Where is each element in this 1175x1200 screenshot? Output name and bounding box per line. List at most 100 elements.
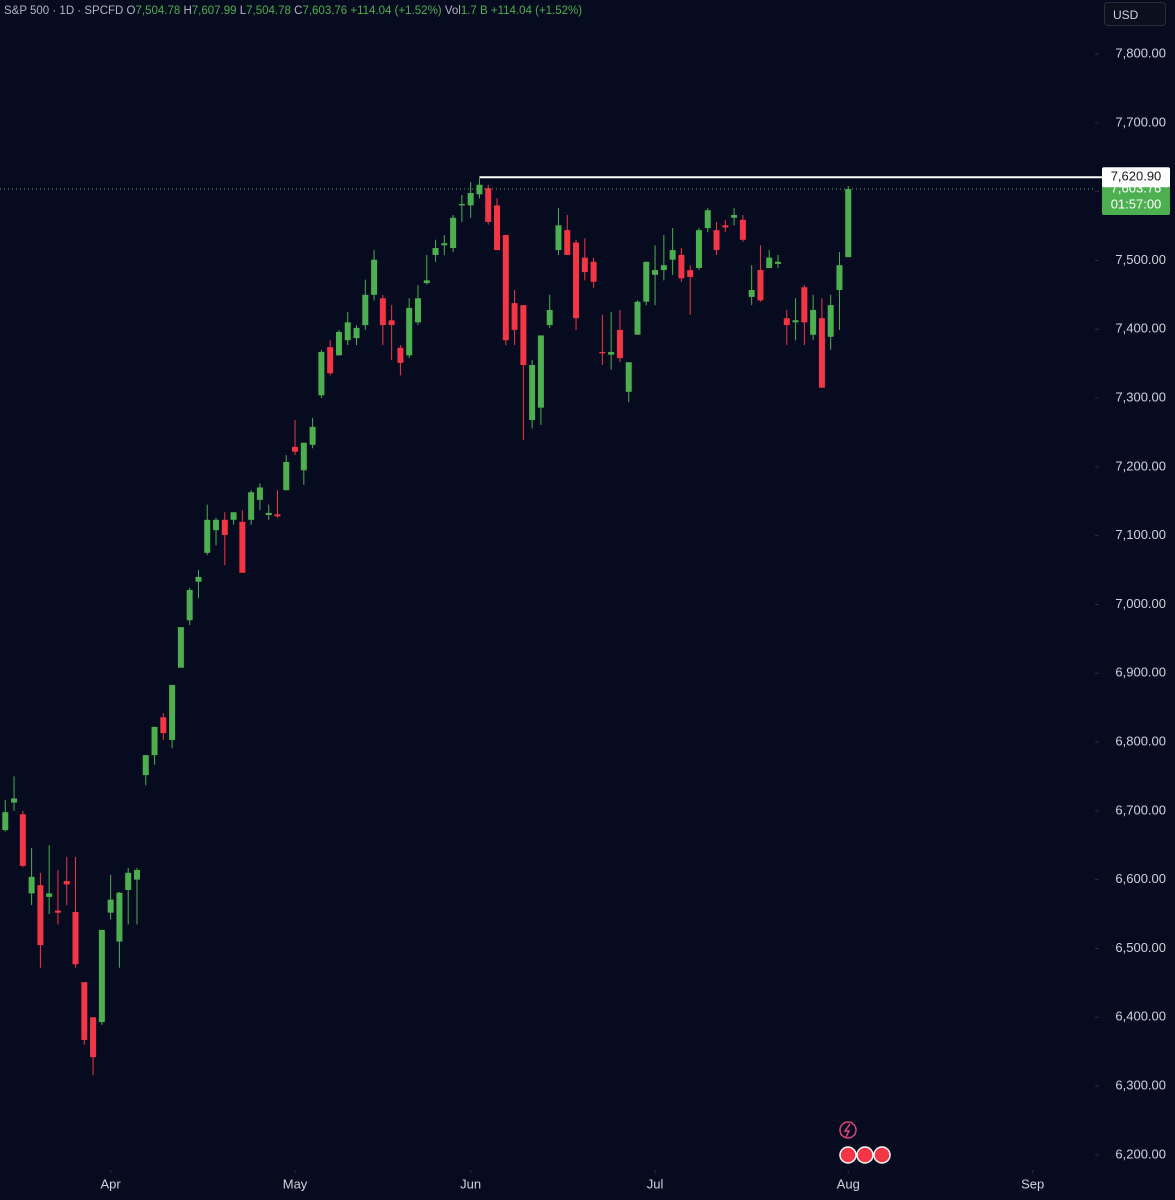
- level-label: 7,620.90: [1111, 169, 1162, 184]
- y-tick-label: 6,800.00: [1115, 733, 1166, 748]
- candle-body: [695, 230, 702, 268]
- candle-body: [239, 521, 246, 573]
- candle-body: [555, 225, 562, 251]
- candle-body: [318, 351, 325, 396]
- volume-key: Vol: [444, 5, 461, 17]
- candle-body: [520, 305, 527, 366]
- candle-body: [801, 287, 808, 323]
- candle-body: [186, 589, 193, 621]
- ohlc-key: O: [126, 5, 136, 17]
- x-tick-label: Apr: [101, 1176, 122, 1191]
- candle-body: [766, 257, 773, 268]
- candle-body: [810, 309, 817, 335]
- candle-body: [450, 217, 457, 249]
- ohlc-value: 7,504.78: [135, 5, 181, 17]
- candle-body: [362, 294, 369, 326]
- candle-body: [660, 265, 667, 271]
- candle-body: [46, 893, 53, 897]
- ohlc-value: 7,504.78: [246, 5, 291, 17]
- candle-body: [783, 318, 790, 326]
- candle-body: [256, 487, 263, 500]
- candle-body: [406, 307, 413, 356]
- candle-body: [274, 514, 281, 517]
- y-tick-label: 6,400.00: [1115, 1009, 1166, 1024]
- candle-body: [502, 234, 509, 341]
- candle-body: [827, 305, 834, 337]
- candle-body: [125, 872, 132, 890]
- currency-button[interactable]: USD: [1104, 2, 1166, 26]
- candle-body: [616, 329, 623, 359]
- candle-body: [248, 492, 255, 520]
- y-tick-label: 6,900.00: [1115, 665, 1166, 680]
- candle-body: [564, 230, 571, 255]
- candle-body: [81, 982, 88, 1040]
- candle-body: [292, 446, 299, 452]
- candle-body: [397, 347, 404, 363]
- candle-body: [177, 627, 184, 668]
- change: +114.04 (+1.52%): [350, 5, 442, 17]
- candle-body: [511, 303, 518, 330]
- level-tag: [1102, 167, 1170, 188]
- candle-body: [204, 519, 211, 553]
- candle-body: [678, 254, 685, 279]
- candle-body: [748, 290, 755, 297]
- candle-body: [669, 250, 676, 260]
- candle-body: [432, 248, 439, 255]
- candle-body: [2, 812, 9, 831]
- candle-body: [634, 301, 641, 335]
- ohlc-key: C: [294, 5, 303, 17]
- candle-body: [731, 215, 738, 218]
- candle-body: [335, 331, 342, 356]
- candle-body: [151, 726, 158, 756]
- candle-body: [19, 814, 26, 866]
- y-tick-label: 7,100.00: [1115, 527, 1166, 542]
- x-tick-label: Jul: [647, 1176, 664, 1191]
- volume: 1.7 B: [460, 5, 488, 17]
- candle-body: [28, 876, 35, 894]
- ohlc-key: L: [239, 5, 247, 17]
- countdown: 01:57:00: [1111, 196, 1162, 211]
- candle-body: [739, 219, 746, 240]
- x-tick-label: Sep: [1021, 1176, 1044, 1191]
- y-tick-label: 6,500.00: [1115, 940, 1166, 955]
- candle-body: [537, 335, 544, 408]
- candle-body: [529, 365, 536, 421]
- candle-body: [546, 309, 553, 326]
- candle-body: [169, 684, 176, 740]
- y-tick-label: 7,800.00: [1115, 45, 1166, 60]
- ohlc: O7,504.78 H7,607.99 L7,504.78 C7,603.76: [127, 5, 351, 17]
- x-tick-label: Jun: [460, 1176, 481, 1191]
- y-tick-label: 7,400.00: [1115, 321, 1166, 336]
- candle-body: [353, 327, 360, 339]
- candle-body: [687, 270, 694, 277]
- candle-body: [37, 885, 44, 946]
- candle-body: [221, 519, 228, 535]
- candle-body: [414, 298, 421, 323]
- candle-body: [573, 242, 580, 319]
- ohlc-key: H: [183, 5, 192, 17]
- candle-body: [625, 362, 632, 392]
- candle-body: [581, 257, 588, 273]
- candle-body: [818, 318, 825, 388]
- candle-body: [300, 442, 307, 471]
- candle-body: [213, 519, 220, 531]
- candle-body: [72, 911, 79, 965]
- candle-body: [11, 798, 18, 803]
- y-tick-label: 7,700.00: [1115, 114, 1166, 129]
- candle-body: [63, 881, 70, 885]
- y-tick-label: 7,300.00: [1115, 389, 1166, 404]
- candle-body: [836, 265, 843, 291]
- candle-body: [476, 184, 483, 195]
- y-tick-label: 6,200.00: [1115, 1146, 1166, 1161]
- candle-body: [116, 892, 123, 942]
- candle-body: [485, 188, 492, 222]
- candle-body: [309, 426, 316, 445]
- y-tick-label: 7,200.00: [1115, 458, 1166, 473]
- symbol: S&P 500: [4, 5, 50, 17]
- last-price-tag: [1102, 179, 1170, 216]
- candle-body: [142, 755, 149, 776]
- candle-body: [845, 189, 852, 258]
- x-tick-label: Aug: [837, 1176, 860, 1191]
- candle-body: [344, 322, 351, 341]
